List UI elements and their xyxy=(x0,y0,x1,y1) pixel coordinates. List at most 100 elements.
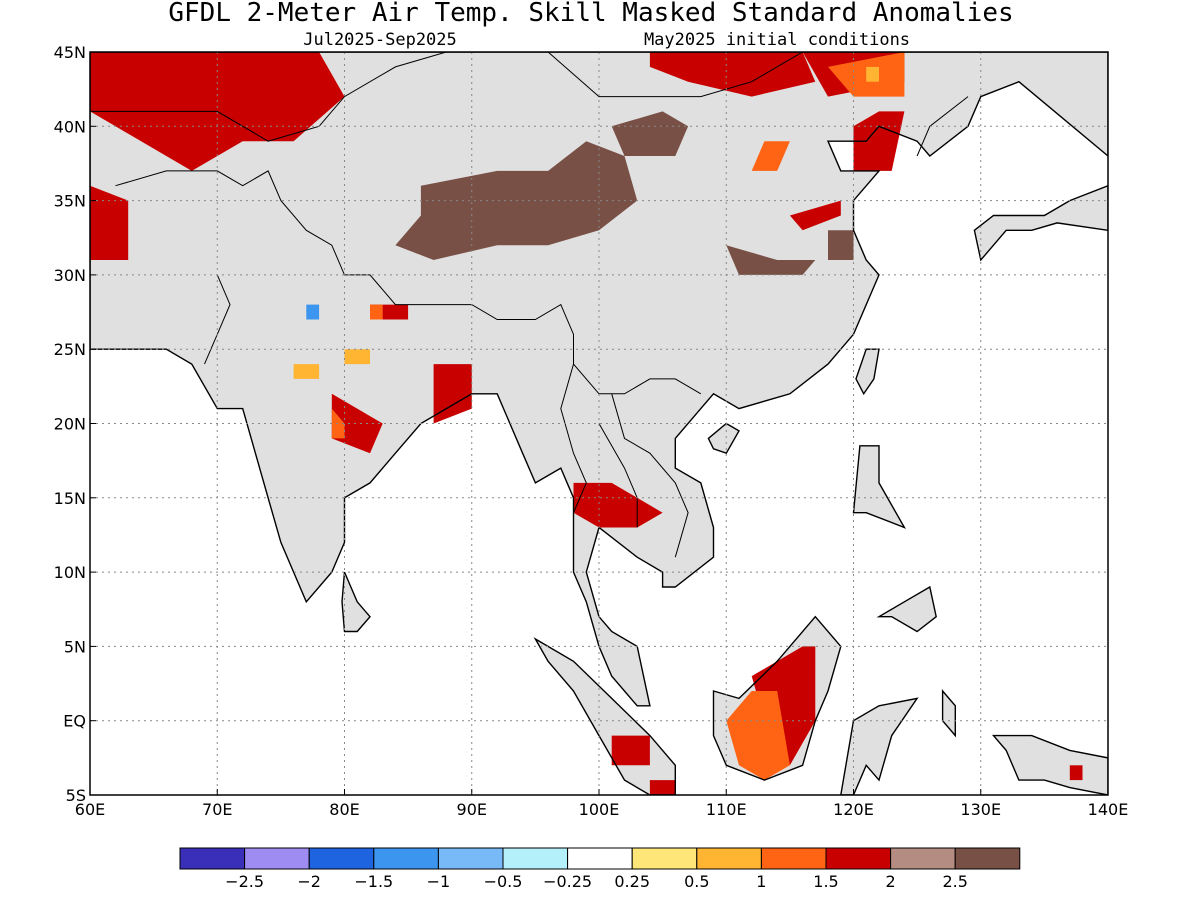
colorbar-swatch xyxy=(308,847,375,870)
coast-luzon xyxy=(852,445,906,529)
anomaly-region xyxy=(853,111,905,171)
colorbar-swatch xyxy=(373,847,439,870)
land-hainan xyxy=(708,423,739,454)
country-border xyxy=(90,52,447,142)
initial-conditions: May2025 initial conditions xyxy=(644,30,910,50)
lon-tick-label: 80E xyxy=(329,800,359,819)
anomaly-region xyxy=(789,200,841,231)
colorbar-label: −1 xyxy=(427,872,451,891)
figure-title: GFDL 2-Meter Air Temp. Skill Masked Stan… xyxy=(168,0,1013,28)
lat-tick-label: 30N xyxy=(54,266,86,285)
anomaly-region xyxy=(1069,765,1083,781)
coast-taiwan xyxy=(855,348,880,396)
lat-tick-label: 20N xyxy=(54,415,86,434)
map-panel xyxy=(90,52,1108,795)
anomaly-region xyxy=(611,735,650,766)
lon-tick-label: 130E xyxy=(960,800,1001,819)
anomaly-region xyxy=(611,111,689,156)
coast-sumatra xyxy=(533,637,676,795)
country-border xyxy=(916,96,969,157)
lon-tick-label: 140E xyxy=(1088,800,1129,819)
colorbar-swatch xyxy=(567,847,633,870)
anomaly-region xyxy=(751,141,790,171)
coast-hainan xyxy=(707,422,740,455)
country-border xyxy=(547,52,803,98)
colorbar-swatch xyxy=(760,847,827,870)
colorbar-swatch xyxy=(890,847,956,870)
lat-tick-label: 45N xyxy=(54,43,86,62)
lat-tick-label: EQ xyxy=(63,712,86,731)
lat-tick-label: 5S xyxy=(66,786,86,805)
anomaly-region xyxy=(331,408,345,439)
country-border xyxy=(611,393,689,558)
anomaly-region xyxy=(726,691,790,781)
colorbar-label: 2.5 xyxy=(942,872,967,891)
colorbar-label: 1.5 xyxy=(813,872,838,891)
lat-tick-label: 40N xyxy=(54,117,86,136)
anomaly-region xyxy=(649,780,676,795)
forecast-period: Jul2025-Sep2025 xyxy=(303,30,457,50)
colorbar-label: 0.5 xyxy=(684,872,709,891)
colorbar-label: −0.25 xyxy=(543,872,592,891)
coast-borneo xyxy=(712,615,842,781)
colorbar-swatch xyxy=(696,847,762,870)
colorbar-label: −0.5 xyxy=(484,872,523,891)
coast-new-guinea xyxy=(991,734,1108,795)
colorbar-swatch xyxy=(437,847,504,870)
coast-korea-japan xyxy=(973,184,1108,262)
country-border xyxy=(115,170,702,395)
lat-tick-label: 10N xyxy=(54,563,86,582)
colorbar-swatch xyxy=(179,847,246,870)
colorbar-label: 2 xyxy=(886,872,896,891)
land-luzon xyxy=(853,445,905,528)
longitude-tick-labels: 60E 70E 80E 90E 100E 110E 120E 130E 140E xyxy=(75,789,1129,819)
land-taiwan xyxy=(856,349,879,394)
anomaly-region xyxy=(344,349,370,365)
colorbar-label: −1.5 xyxy=(354,872,393,891)
lon-tick-label: 70E xyxy=(202,800,232,819)
coast-sulawesi xyxy=(840,697,919,795)
anomaly-region xyxy=(306,304,320,320)
anomaly-shading xyxy=(90,52,1083,795)
country-border xyxy=(560,363,587,513)
anomaly-region xyxy=(751,646,816,766)
anomaly-region xyxy=(726,245,816,275)
colorbar-label: 0.25 xyxy=(614,872,650,891)
colorbar-label: −2 xyxy=(297,872,321,891)
colorbar: −2.5 −2 −1.5 −1 −0.5 −0.25 0.25 0.5 1 1.5 2 2.5 xyxy=(179,847,1021,891)
latitude-tick-labels: 45N 40N 35N 30N 25N 20N 15N 10N 5N EQ 5S xyxy=(54,43,96,805)
colorbar-swatch xyxy=(825,847,892,870)
anomaly-region xyxy=(370,304,383,320)
coast-sri-lanka xyxy=(341,571,371,633)
colorbar-label: 1 xyxy=(756,872,766,891)
anomaly-region xyxy=(293,364,320,379)
land-korea-japan xyxy=(974,185,1108,260)
anomaly-region xyxy=(828,230,854,260)
land-mindanao xyxy=(879,587,937,632)
country-border xyxy=(598,423,638,528)
colorbar-swatch xyxy=(502,847,569,870)
lon-tick-label: 60E xyxy=(75,800,105,819)
colorbar-label: −2.5 xyxy=(225,872,264,891)
lat-tick-label: 5N xyxy=(64,637,86,656)
colorbar-swatch xyxy=(631,847,698,870)
anomaly-region xyxy=(866,66,879,82)
land-sulawesi xyxy=(840,698,918,795)
lat-tick-label: 15N xyxy=(54,489,86,508)
anomaly-region xyxy=(331,393,383,454)
lon-tick-label: 90E xyxy=(457,800,487,819)
lat-tick-label: 25N xyxy=(54,340,86,359)
colorbar-swatch xyxy=(954,847,1021,870)
lon-tick-label: 120E xyxy=(833,800,874,819)
anomaly-region xyxy=(573,482,663,528)
map-gridlines xyxy=(90,52,1108,795)
colorbar-swatch xyxy=(244,847,310,870)
anomaly-region xyxy=(649,52,816,97)
land-new-guinea xyxy=(993,735,1108,795)
coast-mindanao xyxy=(876,585,937,633)
lat-tick-label: 35N xyxy=(54,192,86,211)
anomaly-region xyxy=(433,364,472,424)
lon-tick-label: 110E xyxy=(706,800,747,819)
coast-halmahera xyxy=(941,689,956,738)
